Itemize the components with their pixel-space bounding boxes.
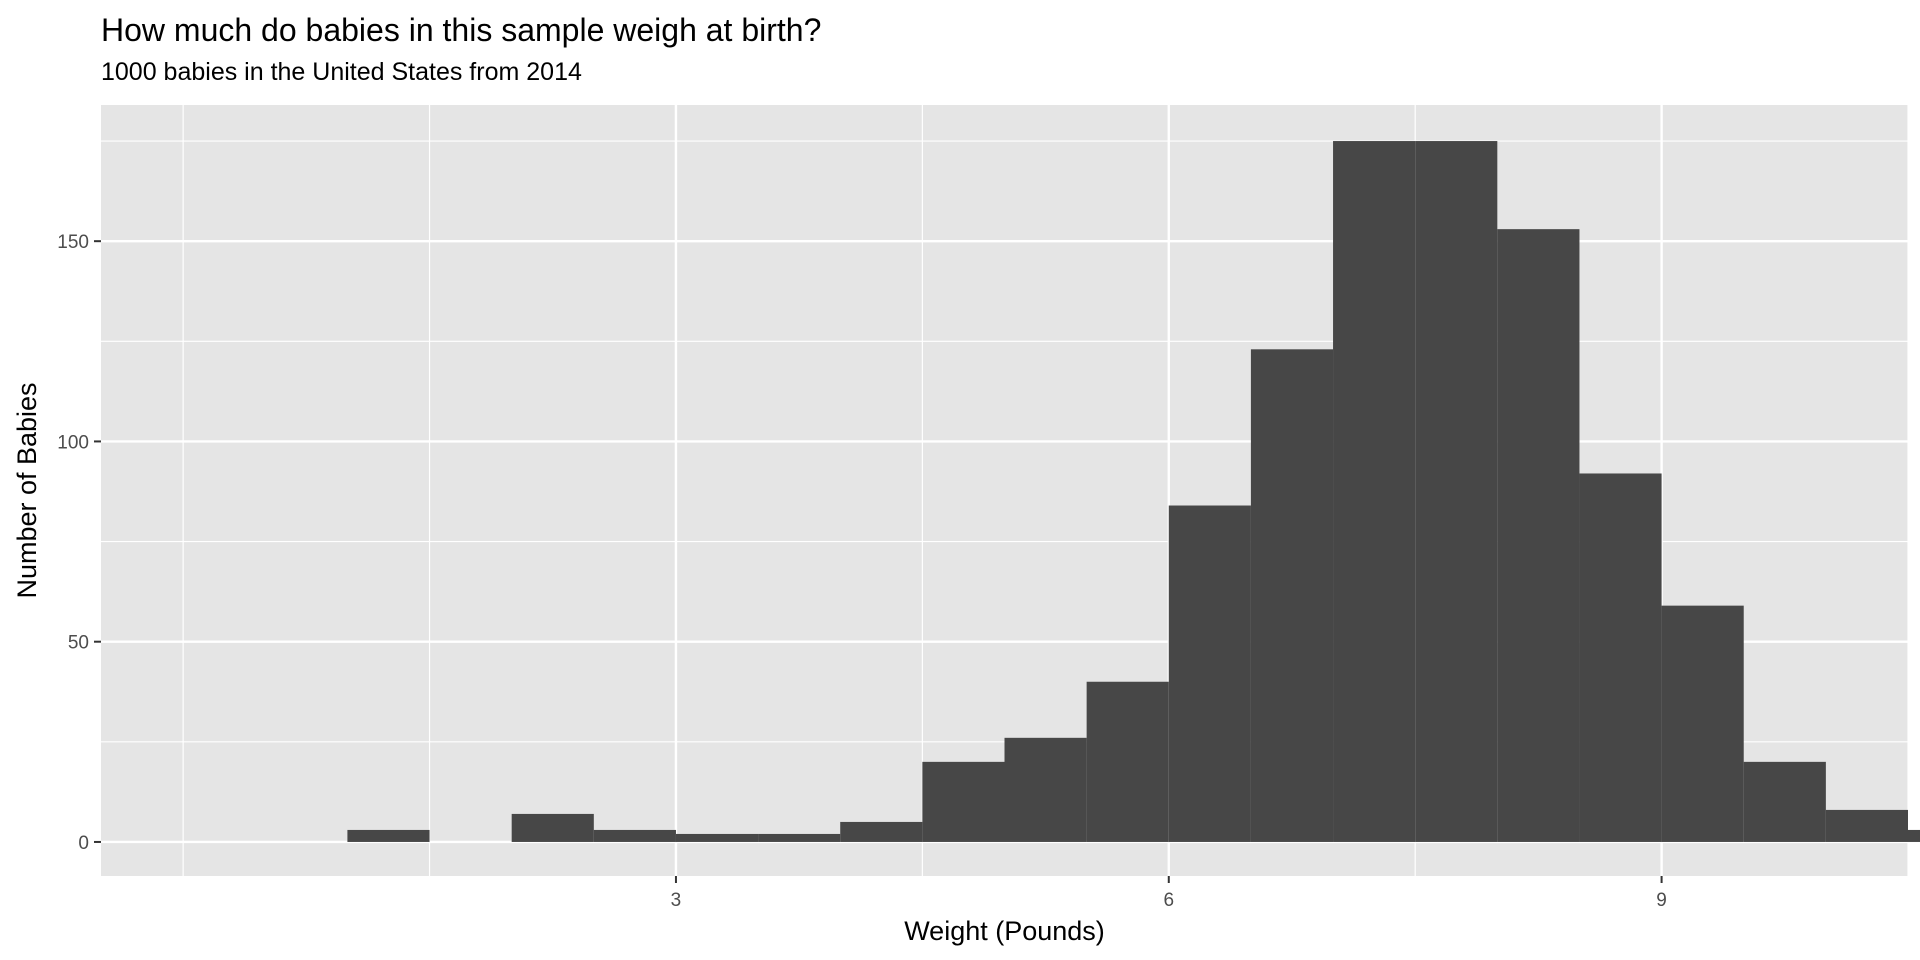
- y-axis: 0 50 100 150: [57, 232, 101, 854]
- histogram-bar: [1825, 809, 1908, 842]
- histogram-bar: [1004, 737, 1087, 842]
- histogram-bar: [593, 829, 676, 842]
- histogram-bar: [1086, 681, 1169, 842]
- x-tick-label: 6: [1163, 890, 1174, 911]
- histogram-bars: [347, 141, 1920, 842]
- histogram-bar: [1908, 829, 1920, 842]
- y-tick-label: 100: [57, 432, 89, 453]
- x-tick-label: 9: [1656, 890, 1667, 911]
- histogram-bar: [1497, 229, 1580, 842]
- y-axis-label: Number of Babies: [12, 382, 42, 598]
- histogram-bar: [347, 829, 430, 842]
- chart-title: How much do babies in this sample weigh …: [101, 12, 822, 48]
- x-axis: 3 6 9: [671, 876, 1667, 911]
- histogram-bar: [1661, 605, 1744, 842]
- histogram-bar: [1415, 141, 1498, 842]
- histogram-bar: [922, 761, 1005, 842]
- histogram-bar: [1168, 505, 1251, 842]
- y-tick-label: 150: [57, 232, 89, 253]
- histogram-bar: [1333, 141, 1416, 842]
- histogram-bar: [840, 821, 923, 842]
- y-tick-label: 0: [78, 833, 89, 854]
- histogram-bar: [1743, 761, 1826, 842]
- x-axis-label: Weight (Pounds): [904, 916, 1105, 946]
- histogram-bar: [1579, 473, 1662, 842]
- histogram-bar: [511, 813, 594, 842]
- histogram-bar: [758, 833, 841, 842]
- histogram-bar: [675, 833, 759, 842]
- x-tick-label: 3: [671, 890, 682, 911]
- histogram-bar: [1250, 349, 1334, 842]
- y-tick-label: 50: [68, 633, 89, 654]
- chart-subtitle: 1000 babies in the United States from 20…: [101, 58, 582, 86]
